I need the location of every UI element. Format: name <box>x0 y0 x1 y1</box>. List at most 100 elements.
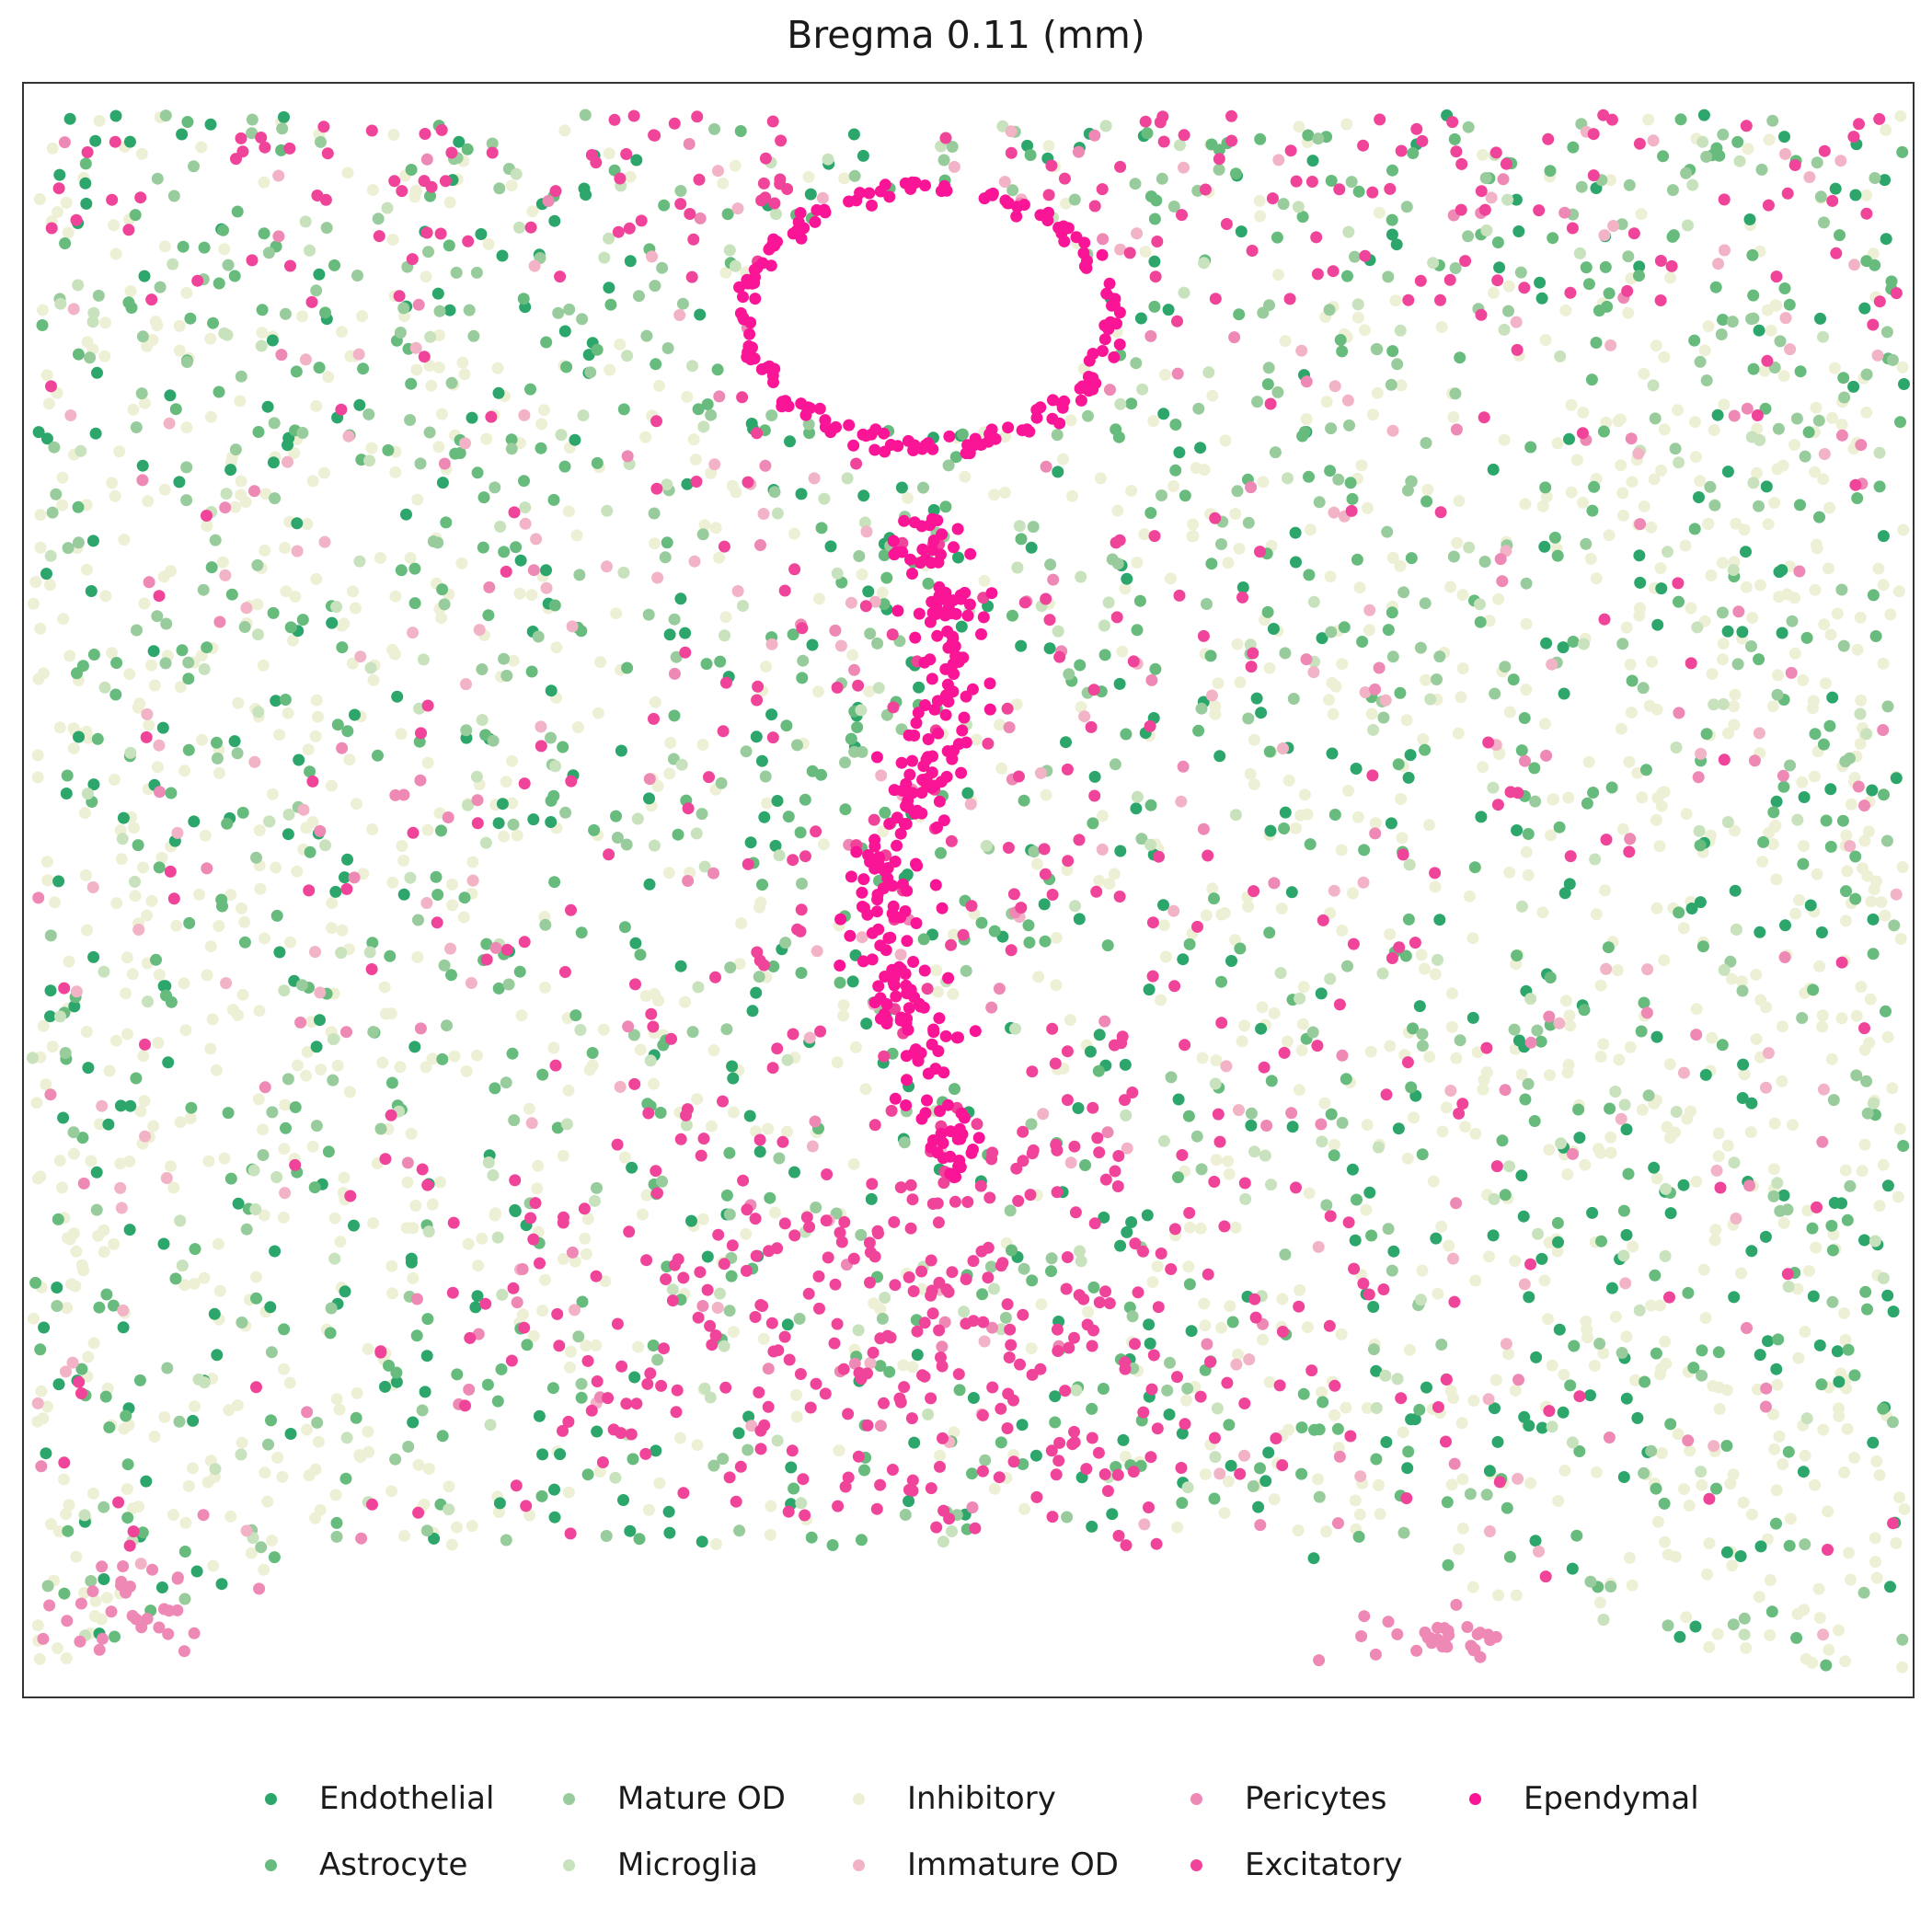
point-mature-od <box>1508 1023 1521 1036</box>
point-mature-od <box>1479 172 1492 184</box>
point-astrocyte <box>1182 1110 1195 1122</box>
point-astrocyte <box>458 891 471 904</box>
point-inhibitory <box>1709 1224 1722 1236</box>
point-inhibitory <box>1292 1524 1305 1536</box>
point-pericytes <box>153 1621 166 1634</box>
point-endothelial <box>1620 1123 1633 1136</box>
point-mature-od <box>130 421 143 433</box>
point-endothelial <box>1797 1466 1810 1478</box>
point-inhibitory <box>148 679 161 692</box>
point-endothelial <box>1264 824 1277 837</box>
point-inhibitory <box>1579 1158 1592 1171</box>
point-astrocyte <box>1861 1303 1873 1316</box>
point-inhibitory <box>1581 1331 1593 1344</box>
point-mature-od <box>72 536 85 549</box>
point-mature-od <box>572 1330 585 1343</box>
point-ependymal <box>756 257 769 270</box>
point-inhibitory <box>1735 975 1748 988</box>
point-endothelial <box>674 960 687 972</box>
point-mature-od <box>167 190 180 202</box>
point-excitatory <box>425 180 438 193</box>
point-endothelial <box>1753 324 1765 337</box>
point-mature-od <box>311 1416 324 1429</box>
point-inhibitory <box>1650 813 1662 826</box>
point-inhibitory <box>1881 1030 1894 1043</box>
point-endothelial <box>1016 1419 1029 1432</box>
point-endothelial <box>1677 1179 1690 1191</box>
point-excitatory <box>934 1460 946 1473</box>
point-astrocyte <box>1049 1416 1062 1429</box>
point-immature-od <box>875 769 888 782</box>
point-astrocyte <box>1597 425 1610 438</box>
point-inhibitory <box>1187 518 1200 531</box>
point-excitatory <box>191 274 204 287</box>
point-excitatory <box>1333 998 1346 1011</box>
point-excitatory <box>1012 1194 1025 1207</box>
point-inhibitory <box>434 1176 446 1189</box>
point-excitatory <box>1284 144 1297 157</box>
point-inhibitory <box>1622 306 1635 319</box>
point-inhibitory <box>1206 389 1219 402</box>
point-inhibitory <box>1699 1312 1712 1325</box>
point-excitatory <box>1867 318 1880 331</box>
point-pericytes <box>1101 1126 1114 1139</box>
point-astrocyte <box>1696 1344 1708 1357</box>
point-astrocyte <box>250 1292 262 1305</box>
point-endothelial <box>80 197 93 210</box>
point-endothelial <box>755 754 768 767</box>
point-endothelial <box>51 1282 63 1294</box>
point-excitatory <box>1489 146 1502 159</box>
point-astrocyte <box>252 426 265 438</box>
point-inhibitory <box>1498 433 1511 446</box>
point-inhibitory <box>1708 1234 1721 1247</box>
point-inhibitory <box>1328 1138 1340 1151</box>
point-excitatory <box>1068 1331 1080 1344</box>
point-excitatory <box>945 938 958 951</box>
point-astrocyte <box>949 451 962 464</box>
point-immature-od <box>114 1181 127 1194</box>
point-inhibitory <box>1721 1139 1734 1152</box>
point-mature-od <box>591 1181 603 1194</box>
point-astrocyte <box>1346 492 1359 505</box>
point-microglia <box>1696 135 1709 148</box>
point-inhibitory <box>1263 1375 1276 1388</box>
point-inhibitory <box>196 733 208 746</box>
point-astrocyte <box>1223 1419 1236 1432</box>
point-inhibitory <box>411 950 424 963</box>
point-mature-od <box>255 1541 268 1554</box>
point-excitatory <box>420 226 433 239</box>
point-mature-od <box>1130 357 1143 370</box>
point-excitatory <box>145 293 158 306</box>
point-mature-od <box>1190 1130 1203 1143</box>
point-astrocyte <box>477 491 490 504</box>
point-inhibitory <box>1242 901 1255 913</box>
point-microglia <box>340 1432 353 1444</box>
point-endothelial <box>591 1425 604 1438</box>
point-mature-od <box>670 650 683 663</box>
point-mature-od <box>397 302 410 315</box>
point-astrocyte <box>431 889 444 901</box>
point-endothelial <box>1315 987 1328 1000</box>
point-inhibitory <box>458 368 471 381</box>
point-microglia <box>1618 1098 1631 1111</box>
point-mature-od <box>723 1305 736 1317</box>
point-mature-od <box>269 492 282 505</box>
point-mature-od <box>422 246 434 259</box>
point-astrocyte <box>1869 259 1881 271</box>
point-astrocyte <box>136 1526 149 1539</box>
point-astrocyte <box>1149 662 1162 675</box>
point-excitatory <box>500 565 512 578</box>
point-immature-od <box>1818 448 1831 460</box>
point-mature-od <box>1386 650 1399 663</box>
point-endothelial <box>1267 623 1280 635</box>
point-excitatory <box>1178 129 1190 142</box>
point-inhibitory <box>138 1095 151 1108</box>
point-endothelial <box>662 1505 675 1518</box>
point-inhibitory <box>1690 1003 1703 1016</box>
point-astrocyte <box>647 1340 660 1351</box>
point-microglia <box>1730 923 1742 936</box>
point-inhibitory <box>639 431 652 443</box>
point-excitatory <box>1323 1319 1336 1332</box>
point-inhibitory <box>259 488 272 500</box>
point-astrocyte <box>357 362 370 375</box>
